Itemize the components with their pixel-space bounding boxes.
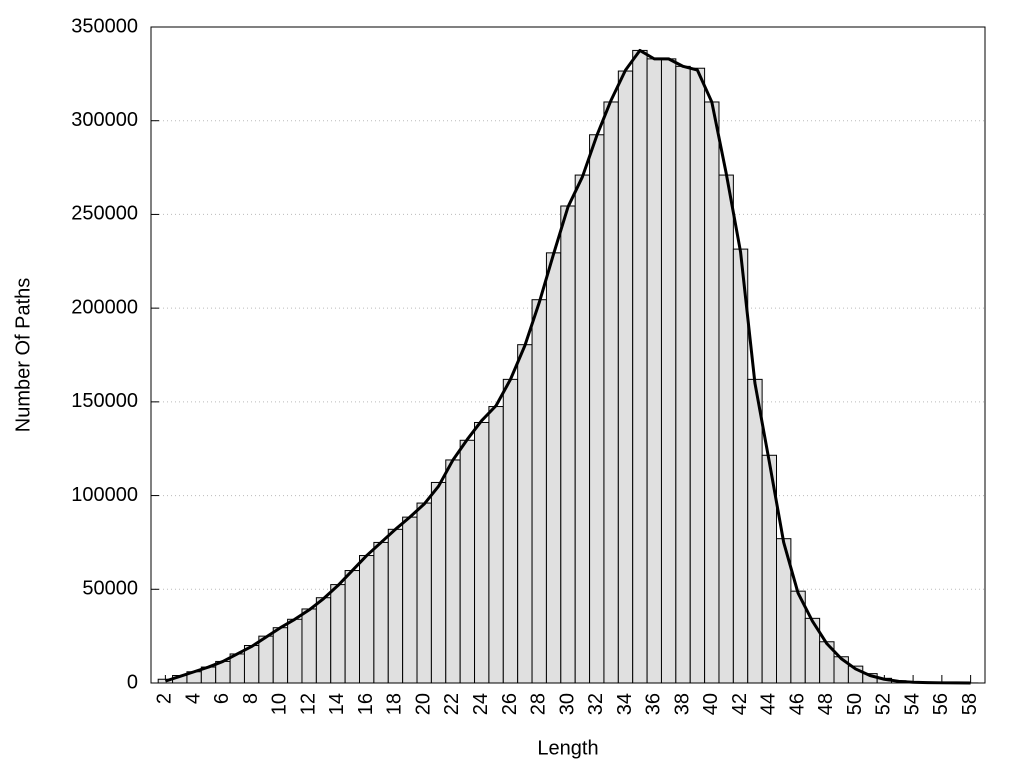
bar [430, 481, 447, 684]
x-tick-label: 2 [154, 693, 176, 704]
bar [287, 618, 303, 684]
x-tick-label: 54 [901, 693, 923, 715]
x-tick-label: 34 [614, 693, 636, 715]
bar [488, 406, 504, 684]
x-tick-label: 38 [671, 693, 693, 715]
bar [560, 205, 576, 684]
bar [689, 67, 706, 684]
bar [459, 439, 476, 684]
bar [718, 174, 734, 684]
bar [373, 541, 389, 684]
y-tick-label: 300000 [71, 109, 138, 131]
bar [229, 653, 245, 684]
bar [617, 70, 634, 684]
bar [301, 608, 317, 684]
x-tick-label: 36 [643, 693, 665, 715]
bar [330, 584, 346, 684]
bar [574, 174, 591, 684]
bar [517, 344, 533, 684]
bar [675, 65, 691, 684]
x-tick-label: 4 [182, 693, 204, 704]
y-axis-label: Number Of Paths [12, 278, 34, 433]
x-tick-label: 8 [240, 693, 262, 704]
y-tick-label: 150000 [71, 390, 138, 412]
x-tick-label: 12 [297, 693, 319, 715]
x-tick-label: 46 [786, 693, 808, 715]
x-tick-label: 18 [384, 693, 406, 715]
x-tick-label: 24 [470, 693, 492, 715]
y-tick-label: 0 [127, 671, 138, 693]
bar [589, 134, 605, 684]
bar [603, 101, 619, 684]
y-tick-label: 50000 [82, 578, 138, 600]
x-tick-label: 14 [326, 693, 348, 715]
bar [531, 299, 547, 684]
y-tick-label: 250000 [71, 203, 138, 225]
bar [632, 49, 648, 684]
x-tick-label: 16 [355, 693, 377, 715]
x-tick-label: 48 [815, 693, 837, 715]
x-tick-label: 28 [528, 693, 550, 715]
x-tick-label: 22 [441, 693, 463, 715]
line [164, 48, 971, 685]
bar [387, 528, 404, 684]
bar [660, 58, 677, 684]
y-tick-label: 100000 [71, 484, 138, 506]
x-axis-label: Length [537, 737, 598, 759]
x-tick-label: 10 [269, 693, 291, 715]
x-tick-label: 26 [499, 693, 521, 715]
x-tick-label: 50 [844, 693, 866, 715]
bar [258, 635, 274, 684]
bar [243, 645, 260, 684]
bar [359, 555, 375, 684]
bar [416, 502, 432, 684]
bar [272, 627, 289, 684]
plot-frame [150, 26, 986, 684]
bar [402, 516, 418, 684]
x-tick-label: 44 [758, 693, 780, 715]
bar [732, 248, 749, 684]
x-tick-label: 52 [873, 693, 895, 715]
bar [646, 58, 662, 684]
x-tick-label: 56 [930, 693, 952, 715]
x-tick-label: 58 [959, 693, 981, 715]
y-tick-label: 350000 [71, 15, 138, 37]
x-tick-label: 30 [556, 693, 578, 715]
bar [315, 597, 332, 684]
x-tick-label: 6 [211, 693, 233, 704]
x-tick-label: 42 [729, 693, 751, 715]
bar [344, 570, 361, 684]
y-tick-label: 200000 [71, 296, 138, 318]
x-tick-label: 40 [700, 693, 722, 715]
bar [747, 378, 763, 684]
bar [545, 252, 562, 684]
x-tick-label: 20 [412, 693, 434, 715]
bar [704, 101, 720, 684]
bar [474, 421, 490, 684]
x-tick-label: 32 [585, 693, 607, 715]
bar [445, 459, 461, 684]
bar [502, 378, 519, 684]
